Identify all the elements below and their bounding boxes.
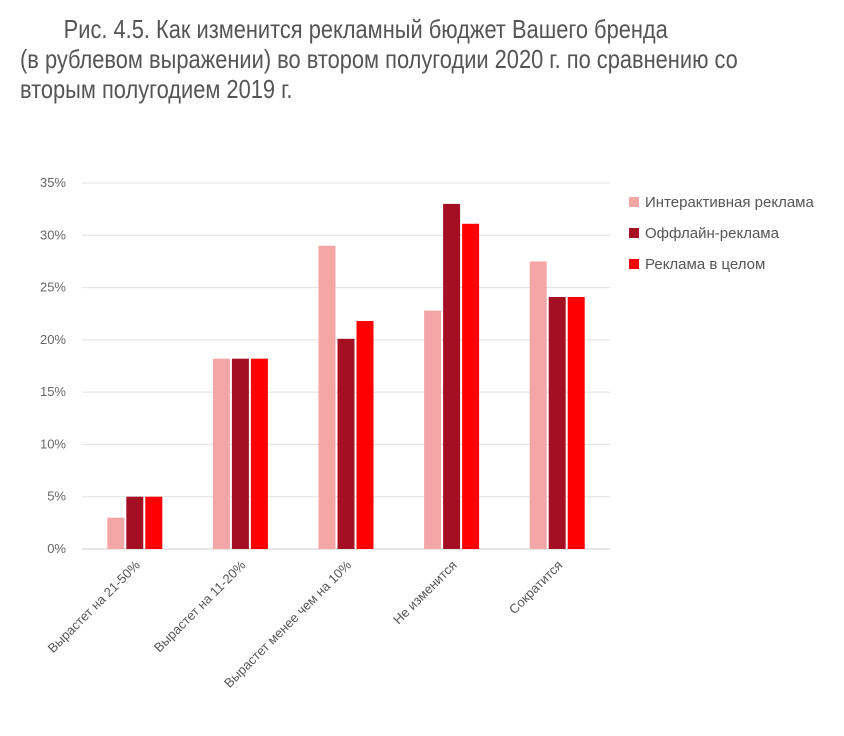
bar-1: [318, 245, 336, 549]
x-category-label: Вырастет на 21-50%: [45, 557, 144, 656]
bar-3: [145, 496, 163, 549]
bar-2: [337, 338, 355, 549]
bar-3: [567, 296, 585, 549]
y-tick-label: 30%: [40, 227, 66, 242]
y-tick-label: 10%: [40, 436, 66, 451]
legend-swatch: [629, 228, 639, 238]
legend-label: Оффлайн-реклама: [645, 225, 780, 242]
title-line-1: Рис. 4.5. Как изменится рекламный бюджет…: [63, 14, 668, 44]
legend-swatch: [629, 259, 639, 269]
x-category-label: Вырастет менее чем на 10%: [221, 557, 354, 690]
bar-2: [548, 296, 566, 549]
bar-1: [107, 517, 125, 549]
legend-swatch: [629, 197, 639, 207]
legend-label: Реклама в целом: [645, 256, 765, 273]
y-tick-label: 0%: [47, 541, 66, 556]
bar-2: [443, 203, 461, 549]
x-category-label: Вырастет на 11-20%: [151, 557, 249, 655]
title-line-3: вторым полугодием 2019 г.: [20, 74, 293, 104]
bar-2: [126, 496, 144, 549]
y-tick-label: 20%: [40, 332, 66, 347]
bar-1: [529, 261, 547, 549]
y-tick-label: 25%: [40, 280, 66, 295]
y-tick-label: 35%: [40, 175, 66, 190]
bar-3: [356, 321, 374, 549]
bar-1: [212, 358, 230, 549]
bar-1: [424, 310, 442, 549]
chart-title: Рис. 4.5. Как изменится рекламный бюджет…: [20, 14, 738, 104]
y-tick-label: 5%: [47, 489, 66, 504]
y-tick-label: 15%: [40, 384, 66, 399]
legend-label: Интерактивная реклама: [645, 194, 814, 211]
bar-3: [462, 223, 480, 550]
x-category-label: Не изменится: [390, 558, 460, 628]
bar-3: [250, 358, 268, 549]
bar-2: [231, 358, 249, 549]
x-category-label: Сократится: [506, 558, 565, 617]
title-line-2: (в рублевом выражении) во втором полугод…: [20, 44, 738, 74]
